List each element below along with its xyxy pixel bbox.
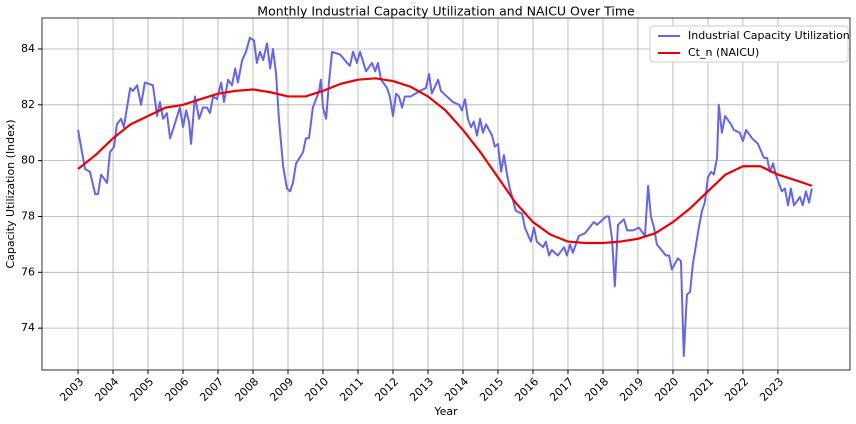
legend-label: Ct_n (NAICU) [688,46,759,59]
x-tick-label: 2016 [512,375,541,404]
x-tick-label: 2020 [652,375,681,404]
x-tick-label: 2006 [162,375,191,404]
x-tick-label: 2005 [127,375,156,404]
lines [77,36,813,358]
x-tick-label: 2021 [687,375,716,404]
legend-box [649,25,849,63]
x-tick-label: 2011 [337,375,366,404]
x-tick-label: 2010 [302,375,331,404]
x-tick-label: 2018 [582,375,611,404]
x-tick-label: 2022 [722,375,751,404]
x-tick-label: 2008 [232,375,261,404]
x-tick-label: 2012 [372,375,401,404]
x-tick-label: 2013 [407,375,436,404]
grid [42,18,850,370]
y-tick-label: 82 [21,98,35,111]
y-axis-label: Capacity Utilization (Index) [4,119,17,268]
legend-label: Industrial Capacity Utilization [688,29,850,42]
y-tick-label: 78 [21,209,35,222]
y-tick-label: 80 [21,154,35,167]
x-tick-label: 2003 [57,375,86,404]
x-tick-label: 2019 [617,375,646,404]
series-line [77,36,813,358]
x-tick-label: 2023 [757,375,786,404]
x-tick-label: 2004 [92,375,121,404]
legend: Industrial Capacity Utilization Ct_n (NAI… [649,25,850,63]
series-line [77,77,813,245]
y-tick-label: 84 [21,42,35,55]
x-axis-label: Year [433,405,458,418]
x-tick-label: 2014 [442,375,471,404]
x-tick-label: 2007 [197,375,226,404]
x-tick-label: 2009 [267,375,296,404]
plot-frame [41,17,851,371]
y-tick-label: 74 [21,321,35,334]
y-tick-label: 76 [21,265,35,278]
chart-title: Monthly Industrial Capacity Utilization … [257,4,635,19]
x-tick-label: 2015 [477,375,506,404]
x-tick-label: 2017 [547,375,576,404]
